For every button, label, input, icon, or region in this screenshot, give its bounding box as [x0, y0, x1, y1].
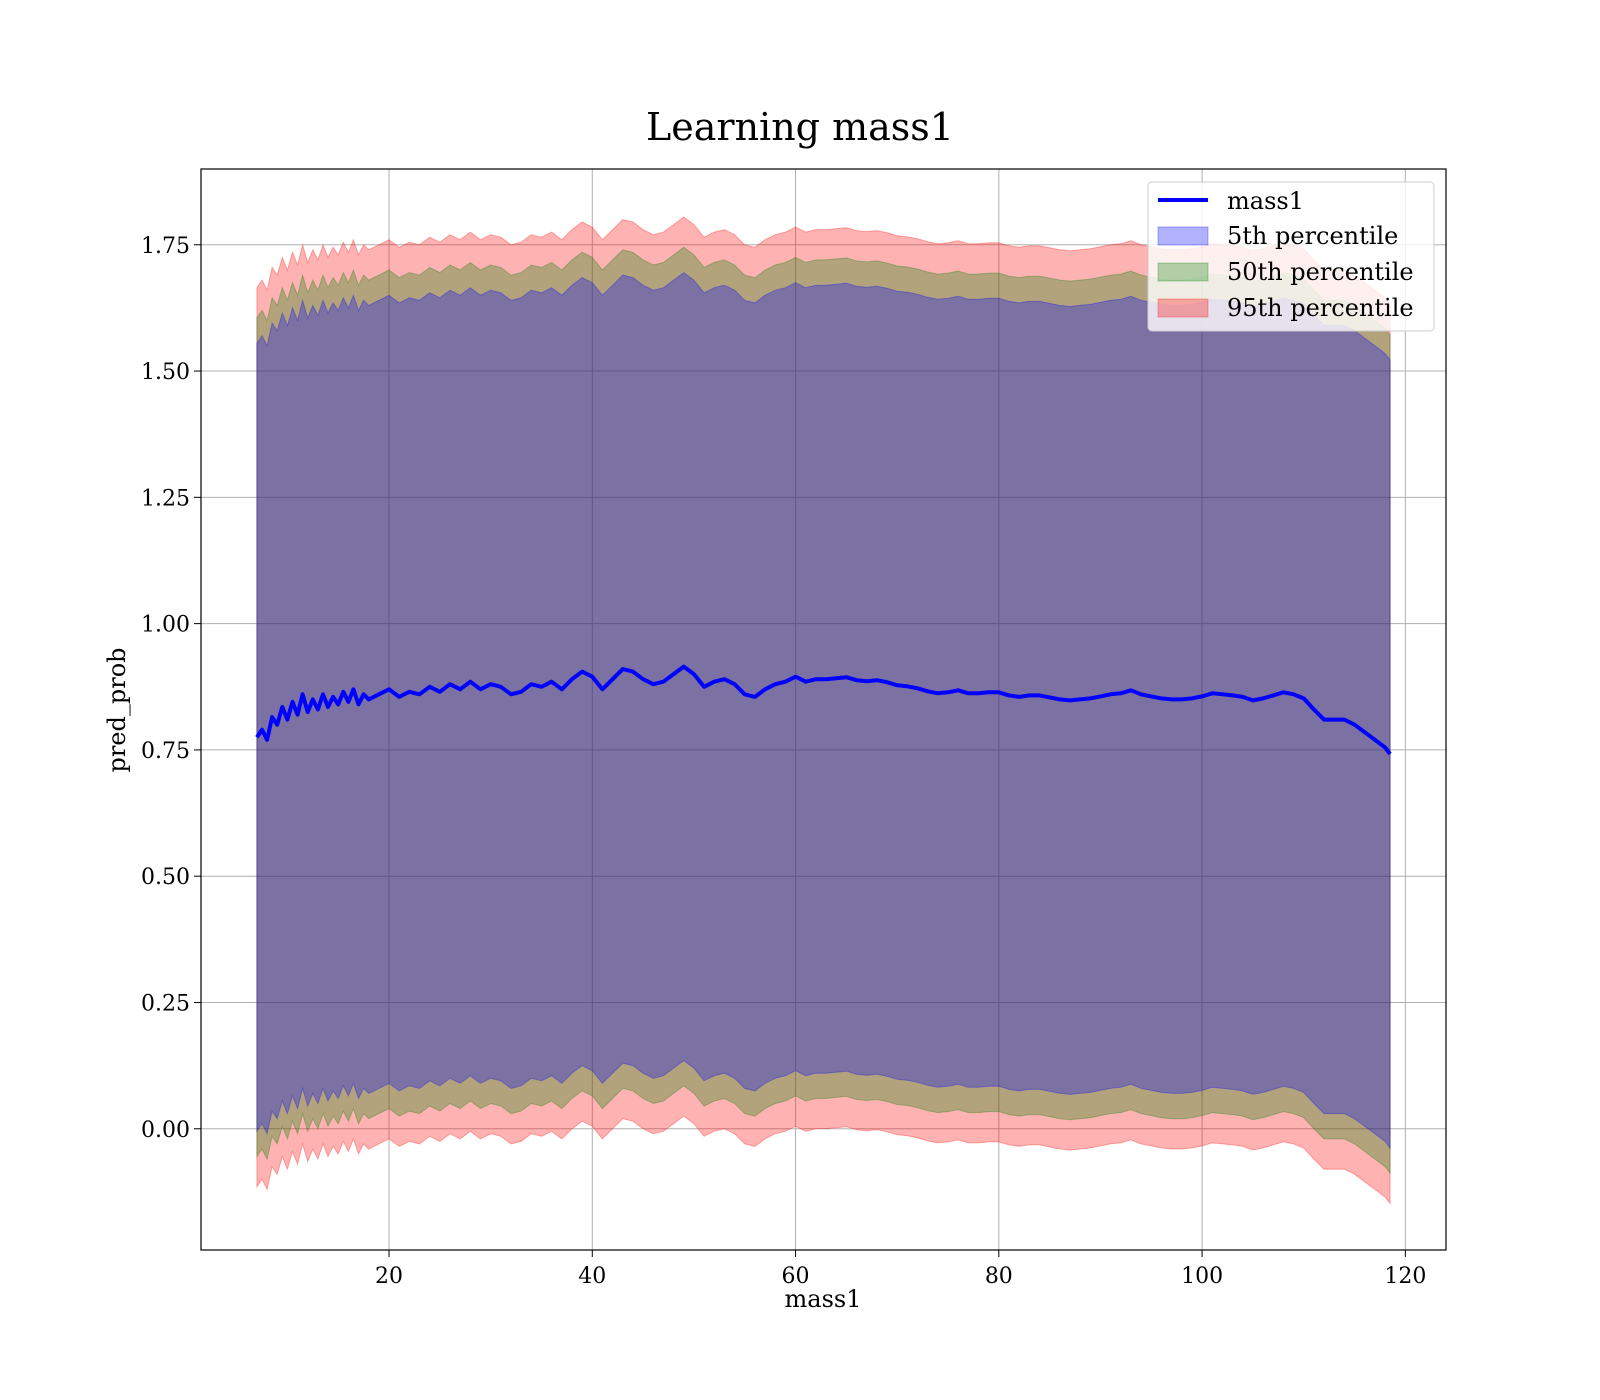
axis-ticks: 20 40 60 80 100 120 0.00 0.25 0.50 0.75 1.00 1.25 1.…: [141, 234, 1426, 1289]
y-tick-label: 0.00: [141, 1118, 190, 1143]
legend-label-95th: 95th percentile: [1227, 294, 1414, 322]
legend-swatch-5th: [1157, 226, 1209, 246]
x-tick-label: 20: [375, 1264, 403, 1289]
y-tick-label: 0.25: [141, 991, 190, 1016]
x-tick-label: 80: [985, 1264, 1013, 1289]
legend-label-5th: 5th percentile: [1227, 222, 1398, 250]
x-axis-label: mass1: [785, 1285, 862, 1313]
y-tick-label: 0.75: [141, 739, 190, 764]
y-tick-label: 0.50: [141, 865, 190, 890]
band-5th-percentile: [256, 271, 1391, 1150]
legend-swatch-95th: [1157, 298, 1209, 318]
y-tick-label: 1.00: [141, 613, 190, 638]
y-tick-label: 1.75: [141, 234, 190, 259]
legend-label-50th: 50th percentile: [1227, 258, 1414, 286]
y-axis-label: pred_prob: [103, 647, 131, 772]
y-tick-label: 1.25: [141, 486, 190, 511]
plot-frame: [200, 168, 1447, 1251]
band-50th-percentile: [256, 246, 1391, 1175]
legend-frame: [1147, 181, 1435, 332]
mass1-line-layer: [255, 664, 1392, 756]
legend-swatch-50th: [1157, 262, 1209, 282]
x-tick-label: 120: [1384, 1264, 1426, 1289]
x-tick-label: 60: [782, 1264, 810, 1289]
legend: mass1 5th percentile 50th percentile 95t…: [1147, 181, 1435, 332]
chart-title: Learning mass1: [646, 105, 954, 149]
legend-label-mass1: mass1: [1227, 187, 1304, 215]
y-tick-label: 1.50: [141, 360, 190, 385]
x-tick-label: 100: [1181, 1264, 1223, 1289]
band-95th-percentile: [256, 216, 1391, 1205]
x-tick-label: 40: [578, 1264, 606, 1289]
mass1-line: [255, 664, 1392, 756]
percentile-bands: [256, 216, 1391, 1205]
